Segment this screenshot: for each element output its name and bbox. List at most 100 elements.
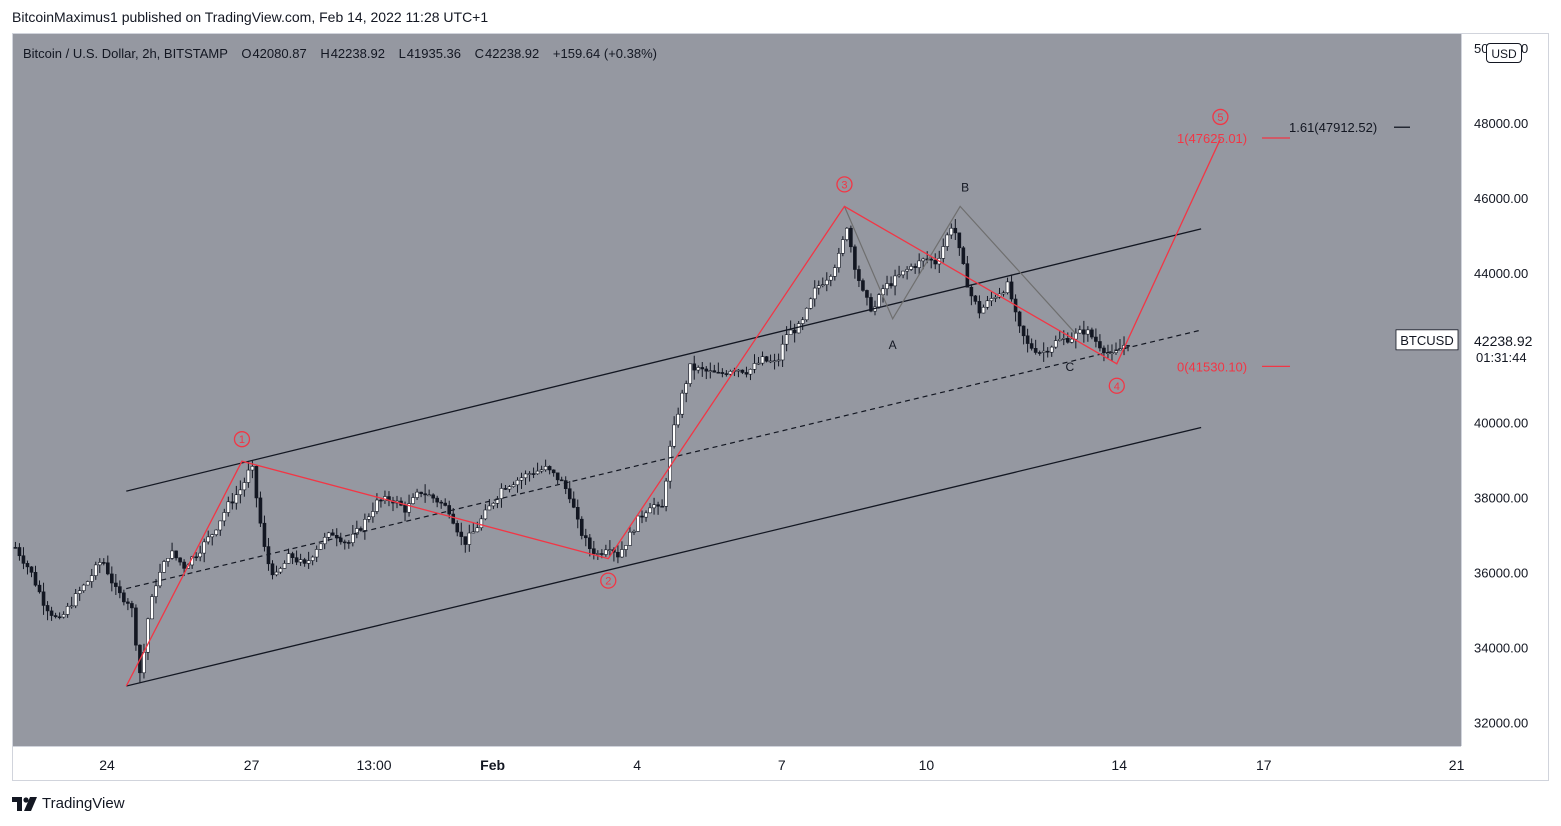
candle-body (519, 477, 524, 481)
candle-body (290, 553, 295, 558)
currency-button[interactable]: USD (1486, 43, 1522, 63)
candle-body (820, 284, 825, 287)
x-tick-label: 10 (919, 757, 935, 773)
candle-body (800, 319, 805, 324)
candle-body (957, 232, 962, 249)
candle-body (977, 301, 982, 314)
candle-body (174, 550, 178, 559)
candle-body (849, 227, 853, 248)
candle-body (81, 584, 86, 591)
candle-body (905, 269, 909, 272)
candle-body (1021, 325, 1026, 337)
price-scale[interactable] (1461, 34, 1548, 746)
candle-body (768, 360, 773, 363)
candle-body (1070, 338, 1074, 343)
candle-body (455, 523, 460, 533)
candle-body (57, 616, 62, 619)
symbol-tag-box (1395, 329, 1459, 351)
candle-body (379, 499, 383, 502)
candle-body (837, 253, 841, 268)
candle-body (692, 363, 697, 371)
candle-body (527, 473, 532, 475)
candle-body (559, 479, 564, 482)
candle-body (973, 295, 978, 302)
x-tick-label: 24 (99, 757, 115, 773)
candles-group (13, 219, 1130, 683)
tradingview-logo-icon (12, 796, 37, 811)
footer-brand[interactable]: TradingView (12, 795, 125, 812)
candle-body (969, 286, 974, 297)
candle-body (917, 260, 921, 268)
fib-label-1: 1(47625.01) (1177, 131, 1247, 146)
fib-label-161: 1.61(47912.52) (1289, 120, 1377, 135)
wave-label-circle (233, 431, 251, 448)
wave-label-circle (836, 176, 853, 193)
candle-body (483, 509, 488, 520)
candle-body (73, 593, 78, 607)
candle-body (1045, 350, 1050, 353)
candle-body (1086, 329, 1090, 335)
publish-line: BitcoinMaximus1 published on TradingView… (12, 9, 489, 25)
candle-body (69, 605, 74, 608)
candle-body (49, 610, 54, 616)
candle-body (367, 516, 371, 520)
candle-body (363, 519, 367, 531)
candle-body (342, 541, 347, 544)
y-tick-label: 32000.00 (1474, 716, 1528, 731)
wave-label-5: 5 (1217, 112, 1223, 124)
candle-body (716, 371, 721, 374)
candle-body (415, 491, 419, 498)
candle-body (258, 497, 263, 524)
legend-open-label: O (241, 46, 252, 61)
legend: Bitcoin / U.S. Dollar, 2h, BITSTAMP O420… (23, 46, 657, 61)
abc-correction-line (843, 205, 1077, 335)
candle-body (1074, 332, 1078, 340)
candle-body (877, 294, 881, 308)
candle-body (1033, 348, 1038, 353)
candle-body (816, 285, 821, 289)
candle-body (278, 568, 283, 573)
candle-body (246, 469, 251, 483)
plot-area[interactable] (13, 34, 1461, 746)
candle-body (515, 479, 520, 486)
x-tick-label: 21 (1449, 757, 1465, 773)
candle-body (85, 581, 90, 586)
candle-body (142, 651, 146, 674)
candle-body (696, 367, 701, 371)
candle-body (45, 605, 50, 612)
candle-body (198, 552, 202, 558)
candle-body (965, 263, 970, 288)
candle-body (684, 383, 689, 394)
candle-body (628, 531, 632, 546)
candle-body (941, 246, 946, 259)
candle-body (427, 494, 431, 497)
channel-middle-line (126, 329, 1202, 590)
candle-body (182, 561, 186, 569)
abc-label-a: A (889, 338, 897, 352)
candle-body (407, 503, 411, 513)
candle-body (961, 247, 966, 264)
candle-body (326, 532, 331, 538)
y-tick-label: 46000.00 (1474, 191, 1528, 206)
candle-body (588, 537, 592, 550)
y-tick-label: 36000.00 (1474, 566, 1528, 581)
candle-body (812, 287, 817, 300)
y-tick-label: 40000.00 (1474, 416, 1528, 431)
candle-body (728, 371, 733, 375)
candle-body (620, 549, 624, 558)
candle-body (893, 275, 897, 287)
candle-body (624, 545, 628, 550)
candle-body (330, 532, 335, 536)
candle-body (897, 274, 901, 277)
candle-body (89, 575, 94, 582)
candle-body (929, 258, 934, 261)
candle-body (41, 591, 46, 606)
candle-body (206, 536, 211, 543)
candle-body (503, 488, 508, 490)
y-tick-label: 38000.00 (1474, 491, 1528, 506)
candle-body (796, 323, 801, 334)
candle-body (250, 466, 255, 471)
time-scale[interactable] (13, 746, 1461, 780)
candle-body (13, 547, 18, 549)
candle-body (162, 561, 166, 573)
